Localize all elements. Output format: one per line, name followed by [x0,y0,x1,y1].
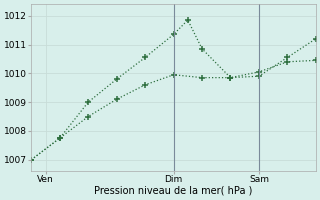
X-axis label: Pression niveau de la mer( hPa ): Pression niveau de la mer( hPa ) [94,186,253,196]
